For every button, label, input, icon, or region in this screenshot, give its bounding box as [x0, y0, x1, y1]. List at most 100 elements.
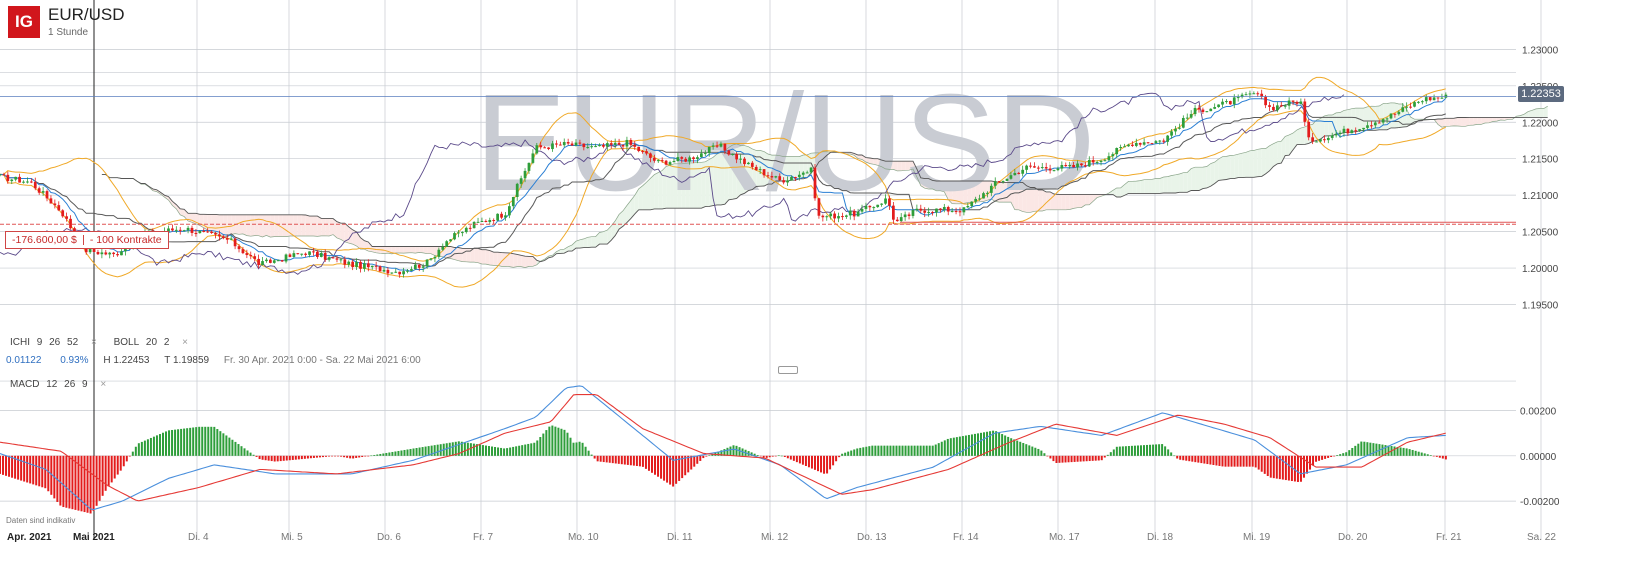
cloud-segment	[591, 236, 596, 248]
date-range: Fr. 30 Apr. 2021 0:00 - Sa. 22 Mai 2021 …	[223, 355, 421, 366]
histogram-bar	[563, 429, 566, 456]
histogram-bar	[786, 455, 789, 459]
histogram-bar	[240, 446, 243, 456]
candle-body	[1409, 106, 1412, 108]
cloud-segment	[728, 145, 733, 200]
cloud-segment	[278, 214, 283, 237]
cloud-segment	[317, 216, 322, 237]
candle-body	[1244, 94, 1248, 96]
candle-body	[825, 216, 829, 218]
change-percent: 0.93%	[60, 355, 89, 366]
cloud-segment	[509, 253, 514, 268]
histogram-bar	[439, 444, 442, 456]
candle-body	[496, 213, 499, 221]
candle-body	[1197, 107, 1201, 110]
histogram-bar	[1266, 455, 1269, 477]
macd-remove-button[interactable]: ×	[100, 379, 107, 390]
histogram-bar	[1118, 446, 1121, 456]
ichi-param-1: 9	[36, 337, 43, 348]
candle-body	[96, 251, 100, 255]
candle-body	[684, 158, 688, 162]
histogram-bar	[1351, 447, 1354, 456]
histogram-bar	[497, 447, 500, 456]
histogram-bar	[68, 455, 71, 509]
cloud-segment	[1532, 108, 1536, 118]
candle-body	[797, 174, 801, 178]
cloud-segment	[623, 205, 627, 227]
ichi-param-3: 52	[67, 337, 79, 348]
cloud-segment	[1238, 153, 1243, 178]
histogram-bar	[1399, 447, 1402, 456]
candle-body	[280, 260, 284, 262]
candle-body	[1428, 97, 1432, 101]
cloud-segment	[340, 223, 345, 242]
cloud-segment	[1481, 117, 1486, 125]
position-badge[interactable]: -176.600,00 $ - 100 Kontrakte	[5, 231, 169, 249]
macd-name[interactable]: MACD	[10, 379, 40, 390]
histogram-bar	[1115, 446, 1118, 456]
histogram-bar	[1022, 442, 1025, 456]
candle-body	[1436, 97, 1440, 99]
candle-body	[61, 210, 65, 217]
candle-body	[939, 208, 942, 210]
candle-body	[880, 203, 883, 205]
candle-body	[727, 150, 731, 155]
candle-body	[33, 181, 37, 189]
cloud-segment	[670, 163, 674, 209]
cloud-segment	[579, 238, 584, 249]
cloud-segment	[517, 254, 522, 267]
cloud-segment	[1116, 187, 1121, 198]
histogram-bar	[798, 455, 801, 464]
candle-body	[300, 253, 304, 255]
histogram-bar	[1155, 444, 1158, 456]
cloud-segment	[1347, 108, 1352, 133]
candle-body	[578, 142, 582, 144]
histogram-bar	[635, 455, 638, 466]
boll-name[interactable]: BOLL	[113, 337, 140, 348]
candle-body	[1326, 137, 1330, 141]
histogram-bar	[1315, 455, 1318, 462]
histogram-bar	[1167, 449, 1170, 456]
candle-body	[1178, 127, 1181, 129]
histogram-bar	[484, 445, 487, 456]
candle-body	[750, 162, 754, 167]
candle-body	[316, 251, 319, 257]
histogram-bar	[107, 455, 110, 487]
histogram-bar	[620, 455, 623, 465]
ichi-remove-button[interactable]: ×	[90, 337, 97, 348]
histogram-bar	[823, 455, 826, 474]
candle-body	[429, 258, 433, 260]
cloud-segment	[1261, 148, 1266, 177]
cloud-segment	[250, 214, 255, 237]
cloud-segment	[1351, 108, 1356, 132]
histogram-bar	[122, 455, 125, 467]
ichi-name[interactable]: ICHI	[10, 337, 30, 348]
candle-body	[715, 145, 719, 147]
cloud-segment	[1144, 179, 1149, 194]
cloud-segment	[971, 181, 976, 203]
instrument-title[interactable]: EUR/USD	[48, 5, 125, 24]
candle-body	[1299, 101, 1303, 104]
cloud-segment	[1445, 118, 1450, 127]
histogram-bar	[1429, 455, 1432, 456]
time-tick-label: Mo. 10	[568, 532, 599, 543]
histogram-bar	[1139, 445, 1142, 456]
histogram-bar	[421, 447, 424, 456]
cloud-segment	[995, 181, 1000, 203]
pane-resize-handle[interactable]	[778, 366, 798, 374]
candle-body	[617, 142, 621, 145]
cloud-segment	[207, 214, 212, 233]
candle-body	[696, 157, 699, 160]
time-tick-label: Mi. 5	[281, 532, 303, 543]
cloud-segment	[1387, 102, 1391, 130]
histogram-bar	[149, 437, 152, 456]
timeframe-label[interactable]: 1 Stunde	[48, 27, 89, 38]
histogram-bar	[792, 455, 795, 461]
histogram-bar	[186, 428, 189, 456]
candle-body	[363, 263, 366, 269]
histogram-bar	[1109, 452, 1112, 456]
histogram-bar	[856, 448, 859, 456]
boll-remove-button[interactable]: ×	[182, 337, 189, 348]
histogram-bar	[702, 455, 705, 459]
